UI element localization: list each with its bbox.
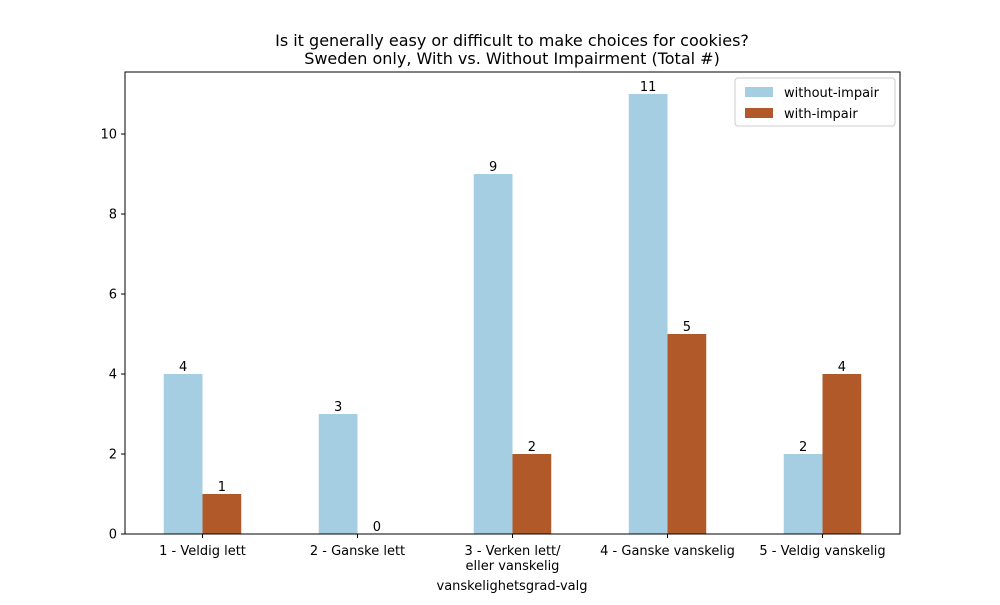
bar-with-impair-3[interactable] xyxy=(512,454,552,534)
data-label-without-impair-3: 9 xyxy=(489,160,497,175)
legend-swatch-without-impair xyxy=(745,87,773,97)
chart-title-line1: Is it generally easy or difficult to mak… xyxy=(275,31,749,50)
y-tick-label: 6 xyxy=(109,288,117,303)
chart-title-line2: Sweden only, With vs. Without Impairment… xyxy=(304,49,720,68)
y-tick-label: 4 xyxy=(109,368,117,383)
legend-box xyxy=(734,77,896,127)
y-tick-label: 8 xyxy=(109,208,117,223)
y-tick-label: 0 xyxy=(109,528,117,543)
x-tick-label: 1 - Veldig lett xyxy=(159,544,246,559)
bar-without-impair-3[interactable] xyxy=(473,174,513,534)
data-label-with-impair-5: 4 xyxy=(838,360,846,375)
bar-without-impair-2[interactable] xyxy=(318,414,358,534)
bar-with-impair-1[interactable] xyxy=(202,494,242,534)
data-label-with-impair-2: 0 xyxy=(373,520,381,535)
legend-swatch-with-impair xyxy=(745,108,773,118)
data-label-without-impair-1: 4 xyxy=(179,360,187,375)
bar-without-impair-4[interactable] xyxy=(628,94,668,534)
bar-without-impair-5[interactable] xyxy=(783,454,823,534)
data-label-without-impair-4: 11 xyxy=(640,80,657,95)
legend-label-with-impair: with-impair xyxy=(784,107,858,122)
x-tick-label: 4 - Ganske vanskelig xyxy=(600,544,735,559)
y-tick-label: 10 xyxy=(100,128,117,143)
data-label-without-impair-5: 2 xyxy=(799,440,807,455)
bar-with-impair-4[interactable] xyxy=(667,334,707,534)
x-tick-label: 2 - Ganske lett xyxy=(310,544,405,559)
bar-without-impair-1[interactable] xyxy=(163,374,203,534)
data-label-with-impair-3: 2 xyxy=(528,440,536,455)
legend-label-without-impair: without-impair xyxy=(784,86,880,101)
x-tick-label: 3 - Verken lett/eller vanskelig xyxy=(464,544,561,574)
x-tick-label: 5 - Veldig vanskelig xyxy=(759,544,885,559)
data-label-with-impair-4: 5 xyxy=(683,320,691,335)
bar-with-impair-5[interactable] xyxy=(822,374,862,534)
data-label-without-impair-2: 3 xyxy=(334,400,342,415)
y-tick-label: 2 xyxy=(109,448,117,463)
data-label-with-impair-1: 1 xyxy=(218,480,226,495)
x-axis-label: vanskelighetsgrad-valg xyxy=(437,579,588,594)
